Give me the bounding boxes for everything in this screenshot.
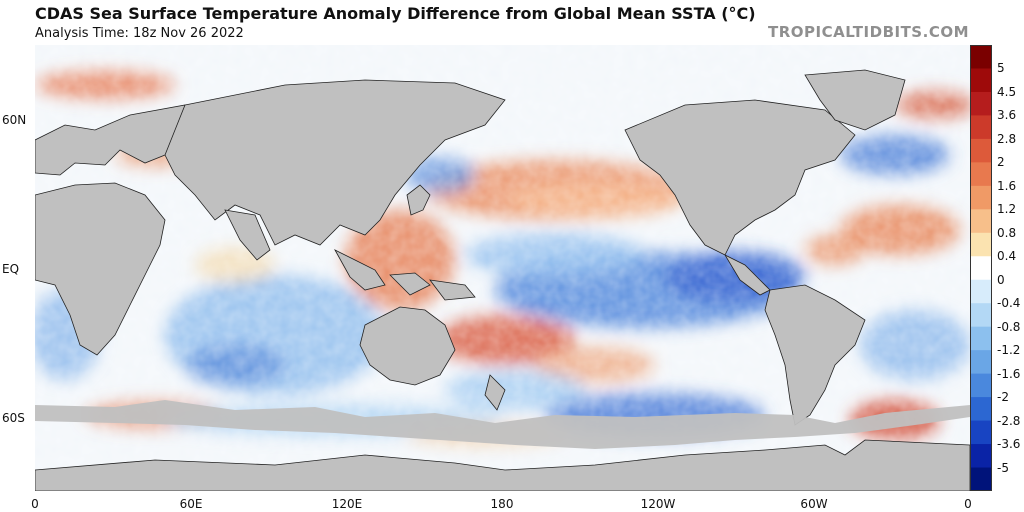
lon-label-60e: 60E [179, 497, 203, 511]
colorbar-swatch [970, 115, 992, 140]
land-masses [35, 69, 970, 491]
colorbar-tick-label: 0 [997, 272, 1005, 287]
lon-label-60w: 60W [800, 497, 828, 511]
colorbar-tick-label: 0.4 [997, 249, 1017, 264]
colorbar-swatch [970, 303, 992, 328]
colorbar-swatch [970, 444, 992, 469]
colorbar-swatch [970, 256, 992, 281]
colorbar-tick-label: -1.6 [997, 366, 1021, 381]
colorbar-swatch [970, 467, 992, 491]
lat-label-60n: 60N [2, 113, 27, 127]
colorbar-tick-label: 4.5 [997, 84, 1017, 99]
colorbar-swatch [970, 397, 992, 422]
colorbar-swatch [970, 91, 992, 116]
colorbar-swatch [970, 162, 992, 187]
colorbar-swatch [970, 373, 992, 398]
colorbar-tick-label: -0.4 [997, 296, 1021, 311]
colorbar-swatch [970, 279, 992, 304]
lon-label-120e: 120E [331, 497, 363, 511]
colorbar-tick-label: 2 [997, 155, 1005, 170]
chart-title: CDAS Sea Surface Temperature Anomaly Dif… [35, 4, 756, 23]
lon-label-0-east: 0 [964, 497, 972, 511]
colorbar-swatch [970, 45, 992, 69]
colorbar-border [970, 45, 992, 491]
site-watermark: TROPICALTIDBITS.COM [768, 23, 969, 41]
colorbar-tick-label: -5 [997, 460, 1009, 475]
colorbar-tick-label: 3.6 [997, 108, 1017, 123]
colorbar-tick-label: -1.2 [997, 343, 1021, 358]
colorbar-tick-label: 1.6 [997, 178, 1017, 193]
colorbar-tick-label: 2.8 [997, 131, 1017, 146]
colorbar-swatch [970, 420, 992, 445]
colorbar-tick-label: -2 [997, 390, 1009, 405]
colorbar-tick-label: -0.8 [997, 319, 1021, 334]
lat-label-60s: 60S [2, 411, 25, 425]
colorbar-swatch [970, 350, 992, 375]
lon-label-180: 180 [490, 497, 514, 511]
colorbar-tick-label: -2.8 [997, 413, 1021, 428]
colorbar-swatch [970, 185, 992, 210]
colorbar-swatch [970, 68, 992, 93]
colorbar-swatch [970, 232, 992, 257]
colorbar-tick-label: 1.2 [997, 202, 1017, 217]
colorbar-swatch [970, 326, 992, 351]
sst-anomaly-map [35, 45, 970, 491]
colorbar-tick-label: 0.8 [997, 225, 1017, 240]
colorbar-swatch [970, 138, 992, 163]
lon-label-0-west: 0 [31, 497, 39, 511]
colorbar-tick-label: -3.6 [997, 437, 1021, 452]
colorbar-swatch [970, 209, 992, 234]
colorbar [970, 45, 992, 491]
colorbar-tick-label: 5 [997, 61, 1005, 76]
lon-label-120w: 120W [640, 497, 676, 511]
sea-ice [35, 400, 970, 449]
analysis-time: Analysis Time: 18z Nov 26 2022 [35, 26, 244, 41]
lat-label-eq: EQ [2, 262, 20, 276]
